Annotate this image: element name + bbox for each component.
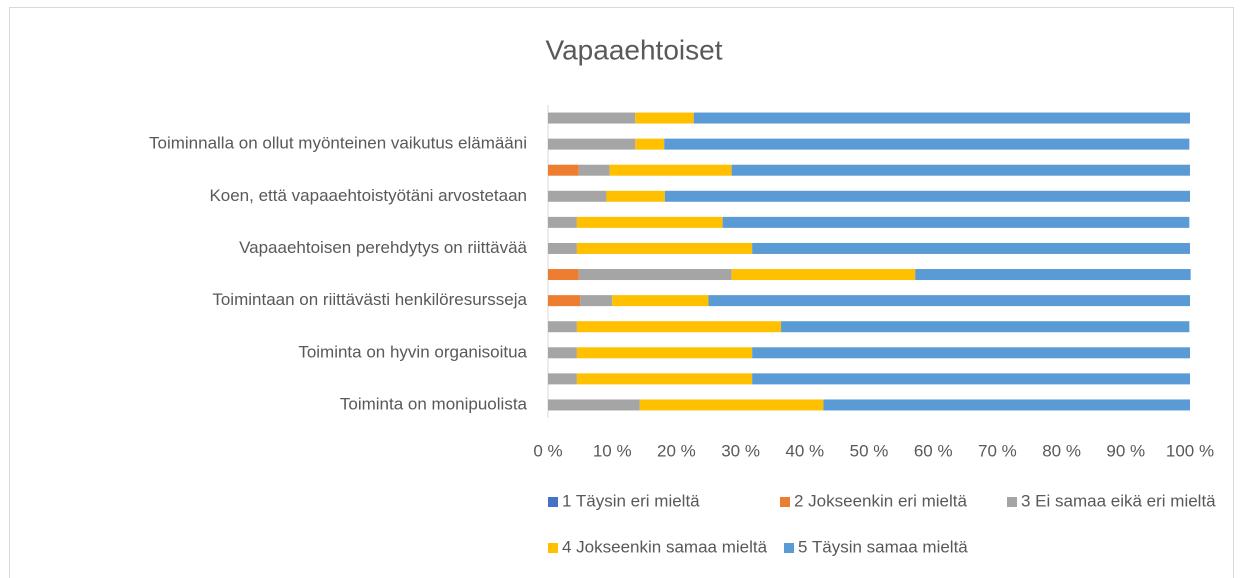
bar-segment — [548, 190, 607, 202]
legend-swatch — [548, 543, 558, 553]
bar-segment — [609, 164, 732, 176]
bar-segment — [664, 138, 1190, 150]
bar-segment — [606, 190, 665, 202]
x-tick-label: 80 % — [1042, 441, 1081, 460]
x-tick-label: 10 % — [593, 441, 632, 460]
legend-label: 3 Ei samaa eikä eri mieltä — [1021, 491, 1216, 510]
bar-segment — [578, 164, 610, 176]
bar-segment — [752, 347, 1190, 359]
legend-swatch — [780, 497, 790, 507]
bar-segment — [548, 321, 577, 333]
bar-segment — [722, 216, 1190, 228]
x-tick-label: 0 % — [533, 441, 562, 460]
bar-segment — [576, 242, 753, 254]
bar-segment — [635, 138, 665, 150]
x-tick-label: 60 % — [914, 441, 953, 460]
legend-label: 5 Täysin samaa mieltä — [798, 537, 968, 556]
bar-segment — [781, 321, 1190, 333]
chart-frame — [9, 7, 1234, 578]
y-tick-label: Toiminta on hyvin organisoitua — [298, 342, 527, 361]
bar-segment — [548, 347, 577, 359]
legend-label: 4 Jokseenkin samaa mieltä — [562, 537, 768, 556]
bar-segment — [548, 216, 577, 228]
x-tick-label: 50 % — [850, 441, 889, 460]
bar-segment — [823, 399, 1190, 411]
bar-segment — [639, 399, 824, 411]
bar-segment — [612, 295, 709, 307]
legend-swatch — [784, 543, 794, 553]
bar-segment — [578, 269, 732, 281]
y-tick-label: Toiminnalla on ollut myönteinen vaikutus… — [149, 134, 527, 153]
bar-segment — [635, 112, 694, 124]
legend-swatch — [548, 497, 558, 507]
bar-segment — [576, 373, 753, 385]
x-tick-label: 100 % — [1166, 441, 1214, 460]
x-tick-label: 90 % — [1106, 441, 1145, 460]
bar-segment — [731, 164, 1190, 176]
y-tick-label: Toimintaan on riittävästi henkilöresurss… — [212, 290, 527, 309]
y-tick-label: Koen, että vapaaehtoistyötäni arvostetaa… — [209, 186, 527, 205]
bar-segment — [752, 373, 1190, 385]
bar-segment — [576, 347, 753, 359]
bar-segment — [548, 373, 577, 385]
x-tick-label: 20 % — [657, 441, 696, 460]
bar-segment — [580, 295, 613, 307]
chart-title: Vapaaehtoiset — [546, 34, 723, 65]
legend-label: 1 Täysin eri mieltä — [562, 491, 700, 510]
x-tick-label: 40 % — [785, 441, 824, 460]
y-tick-label: Toiminta on monipuolista — [340, 394, 528, 413]
y-tick-label: Vapaaehtoisen perehdytys on riittävää — [239, 238, 527, 257]
x-tick-label: 70 % — [978, 441, 1017, 460]
bar-segment — [708, 295, 1190, 307]
bar-segment — [693, 112, 1190, 124]
bar-segment — [664, 190, 1190, 202]
bar-segment — [548, 269, 579, 281]
bar-segment — [548, 164, 579, 176]
x-tick-label: 30 % — [721, 441, 760, 460]
bar-segment — [915, 269, 1191, 281]
bar-segment — [731, 269, 916, 281]
bar-segment — [576, 216, 723, 228]
bar-segment — [548, 138, 636, 150]
legend-swatch — [1007, 497, 1017, 507]
bar-segment — [548, 242, 577, 254]
bar-segment — [548, 399, 640, 411]
bar-segment — [576, 321, 782, 333]
bar-segment — [752, 242, 1190, 254]
bar-segment — [548, 112, 636, 124]
bar-segment — [548, 295, 581, 307]
legend-label: 2 Jokseenkin eri mieltä — [794, 491, 967, 510]
